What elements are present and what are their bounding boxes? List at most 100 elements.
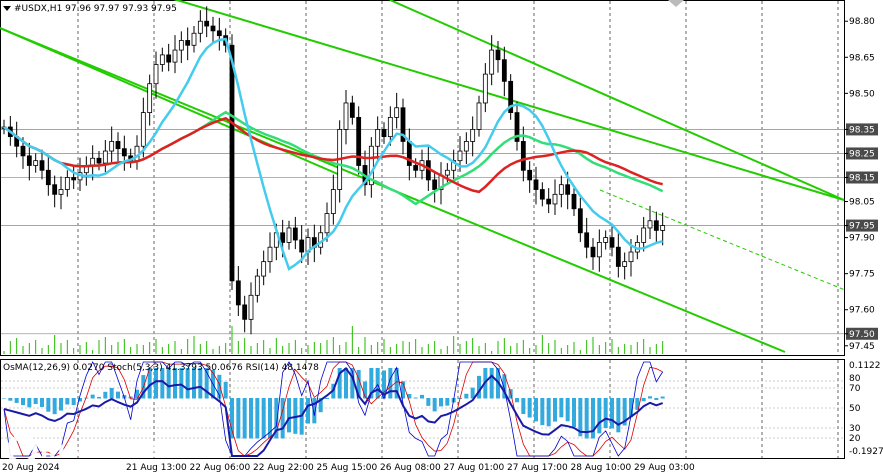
osma-bar-63	[401, 381, 405, 399]
osma-bar-85	[540, 398, 545, 426]
candle-body-17	[109, 141, 115, 152]
osma-bar-7	[46, 398, 51, 412]
candle-body-75	[476, 102, 482, 130]
osma-bar-89	[565, 398, 570, 422]
candle-body-41	[261, 261, 267, 277]
osma-bar-49	[312, 398, 317, 424]
osma-bar-41	[261, 398, 266, 439]
candle-body-45	[286, 227, 292, 243]
indicator-panel	[1, 361, 844, 457]
candle-body-76	[482, 73, 488, 104]
candle-body-77	[489, 49, 495, 75]
candle-body-46	[292, 227, 298, 241]
osma-bar-42	[268, 398, 272, 439]
osma-bar-75	[477, 375, 481, 399]
osma-bar-46	[293, 398, 298, 434]
candle-body-54	[343, 102, 349, 130]
candle-body-58	[368, 145, 374, 186]
osma-bar-60	[382, 370, 386, 399]
price-label-bg-3	[846, 123, 878, 136]
osma-bar-45	[287, 398, 291, 433]
osma-bar-37	[236, 398, 241, 439]
candle-body-98	[622, 261, 628, 267]
candle-body-34	[216, 30, 222, 37]
osma-bar-82	[521, 398, 526, 415]
osma-bar-55	[350, 368, 355, 399]
osma-bar-102	[648, 396, 652, 399]
osma-bar-18	[116, 391, 120, 399]
rsi-line	[3, 366, 664, 457]
osma-bar-50	[318, 398, 323, 413]
osma-bar-59	[375, 368, 380, 399]
osma-bar-66	[420, 394, 424, 399]
osma-bar-0	[2, 398, 6, 399]
candle-body-23	[147, 83, 153, 113]
indicator-label-3: 50	[849, 404, 861, 414]
candle-body-99	[628, 251, 634, 263]
candle-body-4	[26, 155, 32, 166]
candle-body-80	[508, 80, 514, 113]
indicator-label-0: 0.1122	[849, 361, 881, 371]
osma-bar-103	[654, 398, 659, 401]
candle-body-84	[533, 179, 539, 190]
candle-body-73	[463, 141, 469, 152]
candle-body-97	[615, 246, 621, 267]
candle-body-11	[71, 177, 77, 181]
candle-body-82	[520, 141, 526, 171]
candle-body-79	[501, 59, 507, 82]
osma-bar-35	[223, 381, 228, 399]
channel-projection	[599, 189, 846, 291]
osma-bar-92	[584, 398, 589, 439]
candle-body-89	[565, 184, 571, 195]
channel-line-3	[389, 0, 845, 201]
candle-body-83	[527, 169, 533, 181]
price-label-8: 97.90	[849, 234, 875, 244]
osma-bar-74	[470, 387, 475, 399]
time-label-1: 21 Aug 13:00	[126, 463, 187, 473]
osma-bar-87	[553, 398, 557, 422]
candle-body-55	[349, 102, 355, 118]
candle-body-28	[178, 40, 184, 51]
indicator-label-4: 30	[849, 424, 861, 434]
candle-body-27	[172, 49, 178, 63]
candle-body-15	[96, 157, 102, 164]
candle-body-68	[432, 179, 438, 190]
candle-body-3	[20, 145, 26, 157]
symbol-dropdown-icon[interactable]	[3, 6, 11, 11]
osma-bar-83	[527, 398, 532, 418]
candle-body-85	[539, 189, 545, 200]
candle-body-16	[102, 150, 108, 164]
osma-bar-32	[204, 368, 209, 399]
time-label-7: 27 Aug 17:00	[507, 463, 568, 473]
osma-bar-65	[413, 397, 418, 399]
osma-bar-8	[52, 398, 57, 415]
indicator-label-1: 80	[849, 374, 861, 384]
osma-bar-39	[249, 398, 253, 439]
osma-bar-53	[337, 368, 342, 399]
osma-bar-54	[344, 368, 348, 399]
scroll-marker-icon[interactable]	[668, 0, 684, 7]
osma-bar-95	[603, 398, 608, 429]
osma-bar-91	[578, 398, 583, 437]
osma-bar-5	[33, 398, 38, 404]
osma-bar-6	[40, 398, 44, 407]
osma-bar-96	[610, 398, 614, 429]
candle-body-7	[45, 169, 51, 186]
candle-body-24	[153, 64, 159, 85]
osma-bar-56	[356, 369, 361, 399]
price-label-5: 98.15	[849, 174, 875, 184]
candle-body-92	[584, 232, 590, 248]
time-label-9: 29 Aug 03:00	[634, 463, 695, 473]
candle-body-8	[52, 184, 58, 195]
symbol-ohlc-label: #USDX,H1 97.96 97.97 97.93 97.95	[14, 4, 177, 14]
osma-bar-98	[622, 398, 627, 426]
osma-bar-9	[59, 398, 63, 411]
osma-bar-62	[394, 368, 399, 399]
candle-body-101	[641, 227, 647, 243]
candle-body-64	[406, 141, 412, 166]
osma-bar-3	[21, 398, 25, 406]
time-label-6: 27 Aug 01:00	[444, 463, 505, 473]
indicator-label-6: -0.1927	[849, 447, 883, 457]
